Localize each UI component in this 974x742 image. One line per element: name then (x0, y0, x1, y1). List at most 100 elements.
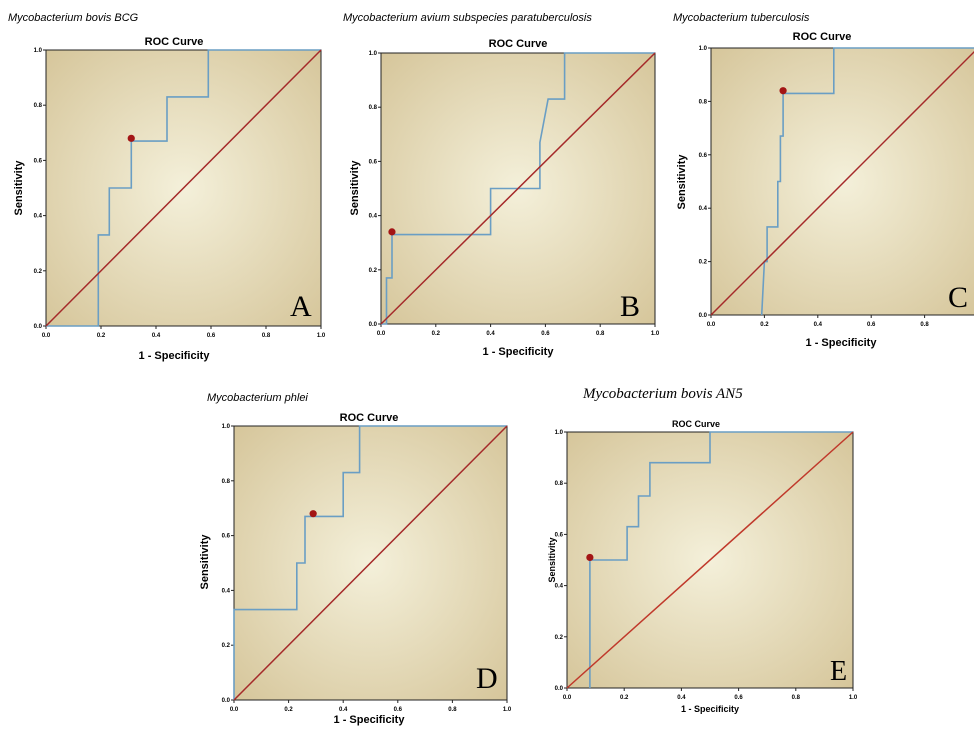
y-tick-label: 0.2 (369, 268, 378, 274)
x-tick-label: 0.6 (867, 322, 876, 328)
x-tick-label: 1.0 (503, 707, 512, 713)
y-tick-label: 0.0 (699, 313, 708, 319)
panel-b: Mycobacterium avium subspecies paratuber… (343, 12, 660, 358)
x-axis-label: 1 - Specificity (806, 337, 878, 349)
panel-c: Mycobacterium tuberculosis ROC Curve 0.0… (673, 12, 974, 349)
x-tick-label: 0.8 (792, 695, 801, 701)
plot-area: 0.0 0.2 0.4 0.6 0.8 1.0 0.0 0.2 0.4 0.6 0.8 1.0 (555, 430, 858, 701)
y-tick-label: 0.2 (699, 260, 708, 266)
reference-diagonal-line (45, 49, 322, 327)
x-tick-label: 1.0 (849, 695, 858, 701)
x-axis-label: 1 - Specificity (334, 714, 406, 726)
x-tick-label: 0.2 (760, 322, 769, 328)
y-tick-label: 0.4 (34, 214, 43, 220)
x-tick-label: 0.6 (734, 695, 743, 701)
roc-curve-line (381, 52, 655, 325)
x-tick-label: 0.2 (432, 331, 441, 337)
x-tick-label: 1.0 (651, 331, 660, 337)
roc-curve-line (233, 425, 507, 700)
y-tick-label: 0.6 (369, 159, 378, 165)
plot-area: 0.00.20.40.60.810.00.20.40.60.81.0 (699, 46, 974, 328)
x-tick-label: 0.0 (42, 333, 51, 339)
organism-caption: Mycobacterium bovis AN5 (582, 386, 743, 402)
chart-title: ROC Curve (672, 419, 720, 429)
y-tick-label: 0.0 (369, 322, 378, 328)
x-tick-label: 0.4 (486, 331, 495, 337)
y-tick-label: 1.0 (34, 48, 43, 54)
x-tick-label: 0.2 (620, 695, 629, 701)
y-tick-label: 0.8 (369, 105, 378, 111)
y-tick-label: 0.4 (222, 588, 231, 594)
y-axis-label: Sensitivity (676, 154, 688, 210)
x-tick-label: 0.8 (920, 322, 929, 328)
x-tick-label: 0.4 (152, 333, 161, 339)
roc-curve-line (760, 47, 974, 316)
x-tick-label: 0.0 (563, 695, 572, 701)
x-tick-label: 0.8 (262, 333, 271, 339)
y-axis-label: Sensitivity (199, 534, 211, 590)
x-tick-label: 0.0 (230, 707, 239, 713)
y-tick-label: 1.0 (555, 430, 564, 436)
y-tick-label: 0.2 (34, 269, 43, 275)
y-tick-label: 0.8 (34, 103, 43, 109)
panel-letter: E (830, 656, 847, 687)
y-tick-label: 0.4 (699, 206, 708, 212)
y-tick-label: 0.6 (222, 534, 231, 540)
organism-caption: Mycobacterium avium subspecies paratuber… (343, 12, 592, 24)
y-tick-label: 0.6 (699, 153, 708, 159)
y-tick-label: 0.8 (222, 479, 231, 485)
y-tick-label: 0.4 (555, 584, 564, 590)
optimal-cutoff-point (586, 553, 594, 562)
y-tick-label: 1.0 (699, 46, 708, 52)
panel-d: Mycobacterium phlei ROC Curve 0.0 0.2 0.4 0… (199, 392, 512, 726)
y-tick-label: 1.0 (222, 424, 231, 430)
y-axis-label: Sensitivity (547, 537, 557, 582)
panel-letter: A (290, 290, 312, 323)
chart-title: ROC Curve (793, 31, 852, 43)
x-tick-label: 0.4 (677, 695, 686, 701)
chart-title: ROC Curve (489, 38, 548, 50)
optimal-cutoff-point (779, 87, 787, 95)
chart-title: ROC Curve (145, 36, 204, 48)
panel-letter: B (620, 290, 640, 323)
x-tick-label: 0.4 (814, 322, 823, 328)
x-tick-label: 0.8 (596, 331, 605, 337)
chart-title: ROC Curve (340, 412, 399, 424)
x-tick-label: 0.0 (707, 322, 716, 328)
roc-curve-line (589, 431, 853, 688)
y-tick-label: 1.0 (369, 51, 378, 57)
organism-caption: Mycobacterium tuberculosis (673, 12, 810, 24)
x-tick-label: 0.2 (284, 707, 293, 713)
reference-diagonal-line (566, 431, 854, 689)
y-tick-label: 0.4 (369, 214, 378, 220)
x-tick-label: 0.8 (448, 707, 457, 713)
x-tick-label: 0.6 (541, 331, 550, 337)
panel-letter: D (476, 662, 498, 695)
panel-letter: C (948, 281, 968, 314)
plot-area: 0.0 0.2 0.4 0.6 0.8 1.0 0.0 0.2 0.4 0.6 0.8 1.0 (222, 424, 512, 713)
y-tick-label: 0.6 (555, 532, 564, 538)
y-tick-label: 0.8 (555, 481, 564, 487)
x-axis-label: 1 - Specificity (681, 704, 739, 714)
x-tick-label: 1.0 (317, 333, 326, 339)
x-axis-label: 1 - Specificity (139, 350, 211, 362)
panel-e: Mycobacterium bovis AN5 ROC Curve 0.0 0.2… (547, 386, 858, 714)
y-axis-label: Sensitivity (349, 160, 361, 216)
reference-diagonal-line (233, 425, 508, 701)
y-tick-label: 0.0 (34, 324, 43, 330)
reference-diagonal-line (710, 50, 974, 316)
roc-curve-line (46, 49, 321, 327)
x-tick-label: 0.2 (97, 333, 106, 339)
panel-a: Mycobacterium bovis BCG ROC Curve 0.0 0.2… (8, 12, 326, 362)
x-tick-label: 0.6 (207, 333, 216, 339)
x-tick-label: 0.6 (394, 707, 403, 713)
y-tick-label: 0.6 (34, 158, 43, 164)
x-axis-label: 1 - Specificity (483, 346, 555, 358)
optimal-cutoff-point (388, 228, 396, 236)
y-tick-label: 0.0 (222, 698, 231, 704)
y-tick-label: 0.0 (555, 686, 564, 692)
organism-caption: Mycobacterium bovis BCG (8, 12, 139, 24)
organism-caption: Mycobacterium phlei (207, 392, 308, 404)
y-tick-label: 0.2 (222, 643, 231, 649)
